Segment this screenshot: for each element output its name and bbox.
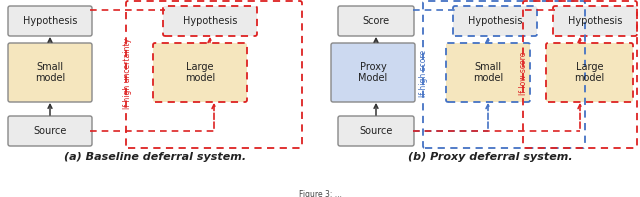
FancyBboxPatch shape — [8, 43, 92, 102]
FancyBboxPatch shape — [553, 6, 637, 36]
FancyBboxPatch shape — [338, 116, 414, 146]
FancyBboxPatch shape — [446, 43, 530, 102]
Text: Large
model: Large model — [185, 62, 215, 83]
Text: Large
model: Large model — [574, 62, 605, 83]
Text: Source: Source — [359, 126, 393, 136]
FancyBboxPatch shape — [331, 43, 415, 102]
FancyBboxPatch shape — [153, 43, 247, 102]
Text: Hypothesis: Hypothesis — [183, 16, 237, 26]
Text: If high score: If high score — [419, 49, 429, 97]
FancyBboxPatch shape — [546, 43, 633, 102]
Text: Small
model: Small model — [35, 62, 65, 83]
Text: (b) Proxy deferral system.: (b) Proxy deferral system. — [408, 152, 572, 162]
Text: Hypothesis: Hypothesis — [23, 16, 77, 26]
FancyBboxPatch shape — [8, 6, 92, 36]
Text: Figure 3: ...: Figure 3: ... — [299, 190, 341, 197]
Text: (a) Baseline deferral system.: (a) Baseline deferral system. — [64, 152, 246, 162]
Text: If low score: If low score — [520, 51, 529, 95]
Text: Proxy
Model: Proxy Model — [358, 62, 388, 83]
FancyBboxPatch shape — [8, 116, 92, 146]
Text: Source: Source — [33, 126, 67, 136]
Text: Small
model: Small model — [473, 62, 503, 83]
Text: Hypothesis: Hypothesis — [468, 16, 522, 26]
Text: Score: Score — [362, 16, 390, 26]
FancyBboxPatch shape — [453, 6, 537, 36]
FancyBboxPatch shape — [163, 6, 257, 36]
FancyBboxPatch shape — [338, 6, 414, 36]
Text: Hypothesis: Hypothesis — [568, 16, 622, 26]
Text: If high uncertainty: If high uncertainty — [122, 37, 131, 109]
